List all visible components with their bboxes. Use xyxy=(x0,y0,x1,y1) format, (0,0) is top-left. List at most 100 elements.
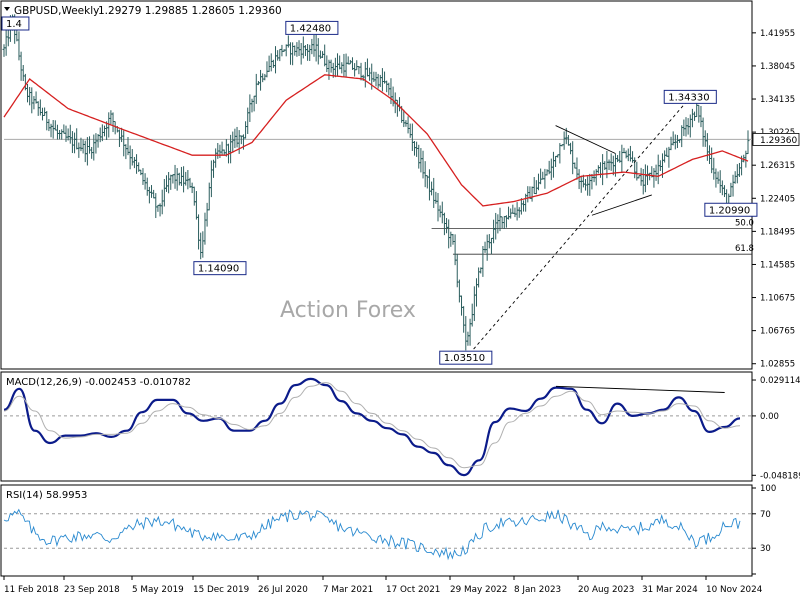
moving-average-line xyxy=(3,74,749,207)
price-bar xyxy=(680,125,684,148)
price-annotation: 1.4 xyxy=(1,16,30,31)
price-bar xyxy=(718,170,722,193)
price-bar xyxy=(246,107,250,134)
price-bar xyxy=(436,193,440,222)
price-axis-label: 1.10675 xyxy=(760,294,795,304)
price-bar xyxy=(203,212,207,245)
price-bar xyxy=(355,60,359,71)
price-bar xyxy=(30,87,34,114)
price-bar xyxy=(156,204,160,212)
price-bar xyxy=(297,40,301,57)
macd-line xyxy=(3,377,741,477)
price-bar xyxy=(111,112,115,133)
price-bar xyxy=(489,237,493,255)
price-bar xyxy=(252,95,256,112)
price-bar xyxy=(596,165,600,174)
price-bar xyxy=(654,164,658,181)
price-bar xyxy=(28,87,32,106)
price-bar xyxy=(622,147,626,154)
price-bar xyxy=(624,150,628,159)
price-bar xyxy=(412,141,416,156)
price-bar xyxy=(81,139,85,154)
price-bar xyxy=(36,101,40,116)
price-bar xyxy=(477,267,481,288)
price-bar xyxy=(55,124,59,140)
price-bar xyxy=(705,133,709,161)
price-bar xyxy=(147,186,151,204)
price-bar xyxy=(729,182,733,197)
price-axis-label: 1.06765 xyxy=(760,327,795,337)
price-bar xyxy=(449,231,453,247)
price-bar xyxy=(665,147,669,157)
price-bar xyxy=(406,116,410,134)
price-bar xyxy=(447,219,451,249)
rsi-axis-label: 30 xyxy=(760,544,771,554)
price-annotation-box xyxy=(193,261,247,276)
price-bar xyxy=(472,286,476,322)
price-bar xyxy=(261,73,265,83)
price-bar xyxy=(40,107,44,121)
price-bar xyxy=(376,73,380,89)
price-bar xyxy=(733,171,737,184)
price-bar xyxy=(504,215,508,228)
price-bar xyxy=(365,58,369,77)
price-bar xyxy=(160,189,164,215)
price-bar xyxy=(737,162,741,177)
macd-axis-label: -0.048189 xyxy=(760,471,800,481)
price-bar xyxy=(346,56,350,65)
price-bar xyxy=(26,83,30,103)
price-bar xyxy=(675,134,679,149)
time-axis-label: 23 Sep 2018 xyxy=(64,585,120,595)
price-bar xyxy=(83,140,87,163)
price-bar xyxy=(344,53,348,77)
price-bar xyxy=(466,331,470,346)
price-bar xyxy=(492,219,496,244)
symbol-label: GBPUSD,Weekly xyxy=(14,5,99,17)
price-bar xyxy=(601,154,605,186)
price-bar xyxy=(265,61,269,78)
price-bar xyxy=(607,159,611,171)
price-bar xyxy=(421,150,425,179)
macd-panel xyxy=(3,377,752,477)
price-bar xyxy=(669,136,673,151)
price-bar xyxy=(545,169,549,176)
time-axis-label: 15 Dec 2019 xyxy=(193,585,249,595)
price-bar xyxy=(248,94,252,122)
price-bar xyxy=(60,129,64,140)
collapse-arrow-icon[interactable] xyxy=(4,7,10,11)
fib-level-label: 50.0 xyxy=(735,218,754,228)
price-bar xyxy=(250,98,254,113)
price-bar xyxy=(697,104,701,123)
price-bar xyxy=(96,134,100,148)
price-bar xyxy=(746,130,750,155)
price-bar xyxy=(511,204,515,214)
time-axis-label: 26 Jul 2020 xyxy=(258,585,308,595)
time-axis-label: 29 May 2022 xyxy=(450,585,507,595)
price-bar xyxy=(722,185,726,198)
price-bar xyxy=(38,99,42,116)
price-bar xyxy=(682,119,686,137)
rsi-axis-label: 70 xyxy=(760,510,771,520)
price-bar xyxy=(130,149,134,166)
price-annotation: 1.14090 xyxy=(193,261,247,276)
price-bar xyxy=(77,142,81,158)
price-bar xyxy=(515,202,519,221)
price-bar xyxy=(398,97,402,112)
price-bar xyxy=(312,34,316,57)
price-bar xyxy=(122,130,126,157)
price-bar xyxy=(284,44,288,57)
price-bar xyxy=(141,168,145,185)
price-annotation-label: 1.03510 xyxy=(444,353,485,364)
price-annotation-label: 1.4 xyxy=(6,19,22,30)
rsi-axis-label: 100 xyxy=(760,484,776,494)
price-bar xyxy=(438,205,442,218)
price-bar xyxy=(338,55,342,70)
price-bar xyxy=(656,154,660,185)
price-bar xyxy=(175,168,179,191)
price-axis-label: 1.02855 xyxy=(760,360,795,370)
price-bar xyxy=(378,74,382,88)
price-bar xyxy=(145,177,149,196)
price-bar xyxy=(295,42,299,57)
price-bar xyxy=(68,124,72,144)
rsi-panel-frame xyxy=(0,484,753,577)
